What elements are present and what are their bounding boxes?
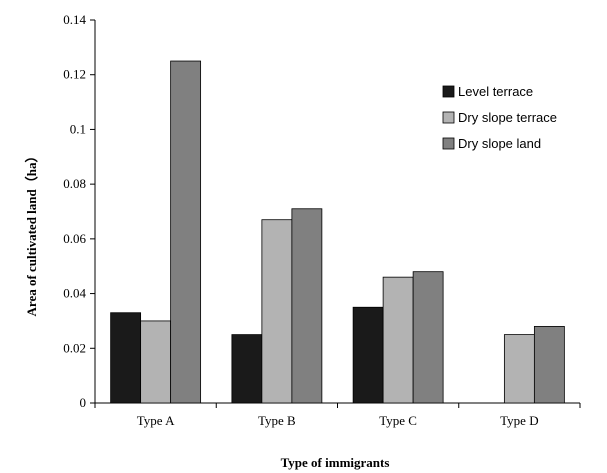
y-axis-title: Area of cultivated land（ha） [24, 150, 39, 317]
y-tick-label: 0.12 [63, 67, 86, 82]
legend: Level terrace Dry slope terrace Dry slope … [442, 84, 557, 151]
bar-level-terrace [352, 306, 384, 404]
x-axis: Type A Type B Type C Type D [94, 402, 581, 428]
y-tick-label: 0.06 [63, 231, 86, 246]
y-tick-label: 0.08 [63, 176, 86, 191]
bar-dry-slope-land [533, 325, 565, 404]
legend-label: Level terrace [458, 84, 533, 99]
y-tick-label: 0 [80, 395, 87, 410]
y-tick-label: 0.1 [70, 121, 86, 136]
x-tick-label: Type A [137, 413, 175, 428]
bar-level-terrace [110, 312, 142, 404]
legend-swatch [442, 137, 455, 150]
legend-swatch [442, 85, 455, 98]
bar-dry-slope-land [412, 271, 444, 404]
y-tick-label: 0.02 [63, 340, 86, 355]
bar-dry-slope-terrace [503, 334, 535, 404]
x-tick-label: Type C [379, 413, 417, 428]
y-axis: 0 0.02 0.04 0.06 0.08 0.1 0.12 0.14 [63, 12, 96, 410]
legend-label: Dry slope terrace [458, 110, 557, 125]
y-tick-label: 0.14 [63, 12, 86, 27]
bar-dry-slope-terrace [261, 219, 293, 404]
bar-level-terrace [231, 334, 263, 404]
bars [110, 60, 565, 404]
legend-swatch [442, 111, 455, 124]
x-tick-label: Type B [258, 413, 296, 428]
y-tick-label: 0.04 [63, 286, 86, 301]
bar-dry-slope-terrace [382, 276, 414, 404]
bar-dry-slope-land [170, 60, 202, 404]
x-tick-label: Type D [500, 413, 538, 428]
x-axis-title: Type of immigrants [281, 455, 390, 470]
legend-label: Dry slope land [458, 136, 541, 151]
bar-dry-slope-terrace [140, 320, 172, 404]
bar-dry-slope-land [291, 208, 323, 404]
